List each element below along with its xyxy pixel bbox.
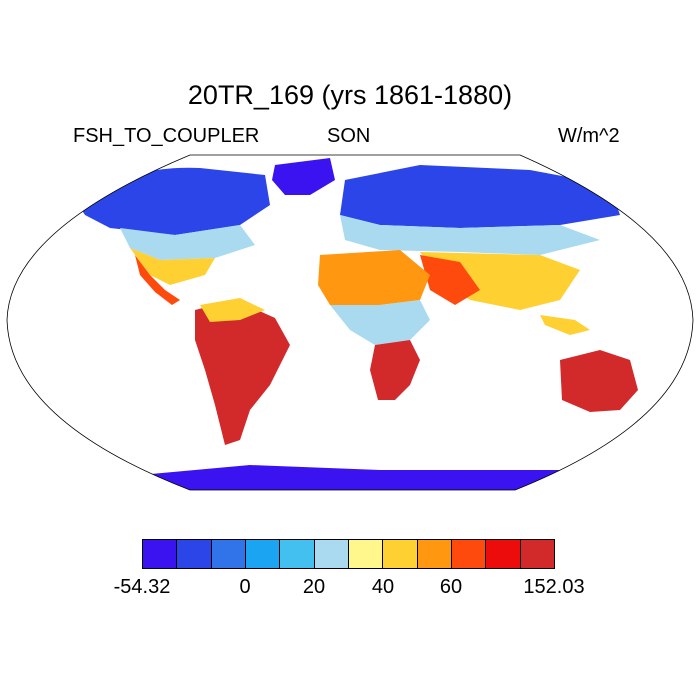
eurasia-mid bbox=[340, 215, 600, 255]
colorbar-swatch bbox=[417, 540, 452, 568]
variable-label: FSH_TO_COUPLER bbox=[73, 125, 260, 147]
colorbar-swatch bbox=[211, 540, 246, 568]
mexico bbox=[135, 255, 180, 305]
colorbar-swatch bbox=[451, 540, 487, 568]
australia bbox=[560, 350, 638, 412]
colorbar-swatch bbox=[314, 540, 349, 568]
antarctica bbox=[130, 465, 600, 490]
colorbar-swatch bbox=[383, 540, 418, 568]
colorbar-tick-max: 152.03 bbox=[523, 576, 585, 598]
africa-central bbox=[330, 300, 430, 345]
africa-south bbox=[370, 340, 420, 400]
colorbar-swatch bbox=[348, 540, 384, 568]
colorbar-swatch bbox=[280, 540, 315, 568]
south-america-north bbox=[200, 298, 265, 322]
north-america-north bbox=[75, 167, 270, 235]
colorbar bbox=[142, 539, 555, 569]
season-label: SON bbox=[327, 125, 371, 147]
colorbar-tick-60: 60 bbox=[439, 576, 463, 598]
globe-outline bbox=[6, 154, 694, 491]
middle-east bbox=[420, 255, 480, 305]
colorbar-swatch bbox=[520, 540, 554, 568]
north-america-south bbox=[130, 248, 215, 285]
colorbar-swatch bbox=[177, 540, 212, 568]
colorbar-tick-min: -54.32 bbox=[113, 576, 171, 598]
land-layer bbox=[75, 158, 638, 490]
colorbar-swatch bbox=[486, 540, 521, 568]
colorbar-tick-40: 40 bbox=[371, 576, 395, 598]
eurasia-north bbox=[340, 165, 620, 228]
colorbar-swatch bbox=[143, 540, 178, 568]
colorbar-tick-0: 0 bbox=[239, 576, 251, 598]
south-america bbox=[195, 300, 290, 445]
map-title: 20TR_169 (yrs 1861-1880) bbox=[187, 80, 513, 110]
colorbar-swatch bbox=[245, 540, 281, 568]
units-label: W/m^2 bbox=[558, 125, 620, 147]
greenland bbox=[272, 158, 335, 195]
north-america-mid bbox=[120, 225, 255, 260]
se-asia-islands bbox=[540, 315, 590, 335]
colorbar-tick-20: 20 bbox=[302, 576, 326, 598]
africa-north bbox=[318, 250, 430, 305]
